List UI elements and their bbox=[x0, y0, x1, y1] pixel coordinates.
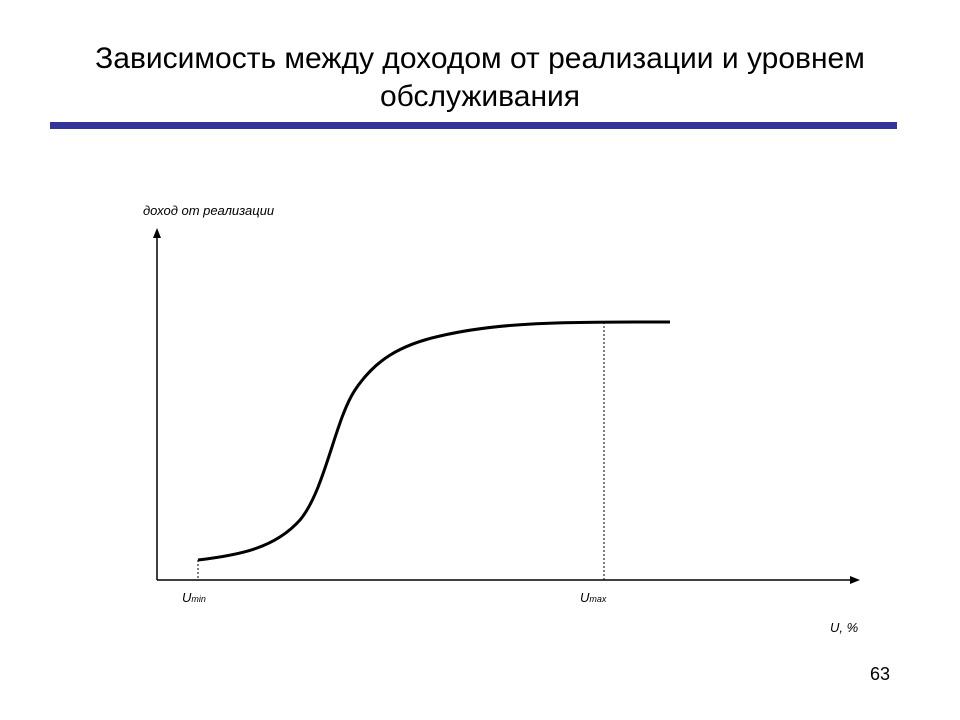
umin-symbol: U bbox=[182, 590, 192, 605]
revenue-curve bbox=[197, 320, 671, 562]
umin-label: Umin bbox=[182, 590, 206, 605]
x-arrow bbox=[850, 576, 860, 584]
umax-sub: max bbox=[589, 594, 607, 604]
page-number: 63 bbox=[870, 664, 891, 684]
title-underline bbox=[50, 122, 897, 129]
umax-symbol: U bbox=[580, 590, 590, 605]
y-axis-label: доход от реализации bbox=[143, 203, 274, 218]
y-arrow bbox=[153, 228, 161, 238]
umax-label: Umax bbox=[580, 590, 607, 605]
umin-sub: min bbox=[191, 594, 206, 604]
slide-title: Зависимость между доходом от реализации … bbox=[95, 42, 865, 113]
x-axis-label: U, % bbox=[830, 620, 858, 635]
